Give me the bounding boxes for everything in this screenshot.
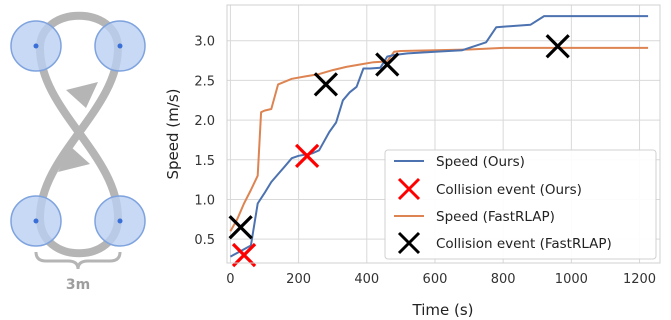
- series-line-speed-fastrlap: [229, 46, 649, 232]
- track-diagram: 3m: [10, 11, 146, 293]
- scale-label: 3m: [66, 277, 90, 293]
- series-layer: [229, 15, 649, 258]
- collision-marker-collision-event-ours: [294, 143, 320, 168]
- x-tick-label: 600: [423, 272, 448, 287]
- collision-marker-collision-event-ours: [231, 242, 257, 268]
- x-tick-label: 0: [226, 272, 234, 287]
- legend-label: Collision event (FastRLAP): [436, 236, 612, 252]
- scale-brace: [34, 251, 122, 270]
- x-axis-label: Time (s): [412, 301, 474, 319]
- y-tick-label: 0.5: [194, 233, 215, 248]
- y-tick-labels: 0.5 1.0 1.5 2.0 2.5 3.0: [194, 35, 215, 248]
- y-tick-label: 2.5: [194, 74, 215, 89]
- speed-chart: 0 200 400 600 800 1000 1200 0.5 1.0 1.5 2.0 2.5 3.0…: [164, 4, 661, 319]
- direction-arrow-down: [58, 146, 90, 172]
- x-tick-label: 400: [354, 272, 379, 287]
- y-tick-label: 2.0: [194, 114, 215, 129]
- collision-marker-collision-event-fastrlap: [545, 34, 570, 59]
- series-line-speed-ours: [229, 15, 649, 258]
- y-tick-label: 3.0: [194, 35, 215, 50]
- legend-label: Collision event (Ours): [436, 182, 582, 198]
- x-tick-label: 200: [286, 272, 311, 287]
- collision-marker-collision-event-fastrlap: [228, 215, 253, 240]
- y-axis-label: Speed (m/s): [164, 89, 182, 180]
- legend-box: [384, 149, 657, 260]
- y-tick-label: 1.0: [194, 193, 215, 208]
- x-tick-labels: 0 200 400 600 800 1000 1200: [226, 272, 656, 287]
- legend-swatch-collision-event-fastrlap: [397, 231, 421, 255]
- y-tick-label: 1.5: [194, 154, 215, 169]
- marker-layer: [228, 34, 570, 268]
- waypoint-dot-top-left: [33, 43, 39, 49]
- waypoint-dot-bottom-right: [117, 218, 123, 224]
- legend-swatch-collision-event-ours: [397, 177, 421, 201]
- waypoint-dot-top-right: [117, 43, 123, 49]
- waypoint-dot-bottom-left: [33, 218, 39, 224]
- collision-marker-collision-event-fastrlap: [313, 72, 339, 97]
- collision-marker-collision-event-fastrlap: [375, 52, 400, 77]
- plot-frame: [226, 4, 661, 264]
- x-tick-label: 1200: [623, 272, 656, 287]
- x-tick-label: 1000: [555, 272, 588, 287]
- x-tick-label: 800: [491, 272, 516, 287]
- legend: Speed (Ours) Collision event (Ours) Speed …: [384, 149, 657, 260]
- legend-label: Speed (Ours): [436, 154, 525, 170]
- direction-arrow-up: [66, 82, 98, 108]
- legend-label: Speed (FastRLAP): [436, 209, 555, 225]
